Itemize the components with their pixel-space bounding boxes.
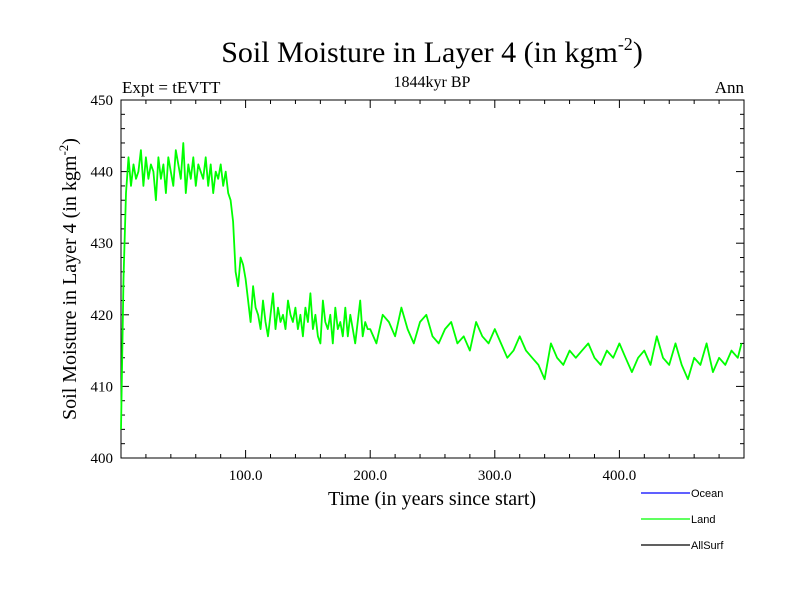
x-tick-label: 400.0 xyxy=(603,468,637,484)
legend-label-land: Land xyxy=(691,514,715,526)
chart-title: Soil Moisture in Layer 4 (in kgm-2) xyxy=(221,34,643,69)
axis-tick-labels: 400 410 420 430 440 450 100.0 200.0 300.0 400.0 xyxy=(91,93,637,484)
legend: Ocean Land AllSurf xyxy=(641,488,724,552)
plot-frame xyxy=(120,99,745,459)
y-tick-label: 400 xyxy=(91,451,114,467)
x-axis-label: Time (in years since start) xyxy=(328,488,536,510)
y-tick-label: 450 xyxy=(91,93,114,109)
y-axis-label: Soil Moisture in Layer 4 (in kgm-2) xyxy=(56,138,81,420)
legend-label-ocean: Ocean xyxy=(691,488,723,500)
y-tick-label: 440 xyxy=(91,165,114,181)
y-tick-label: 430 xyxy=(91,236,114,252)
subtitle-season: Ann xyxy=(715,78,745,97)
y-tick-label: 410 xyxy=(91,379,114,395)
legend-label-allsurf: AllSurf xyxy=(691,540,724,552)
subtitle-period: 1844kyr BP xyxy=(394,74,471,91)
series-layer xyxy=(120,142,743,430)
y-tick-label: 420 xyxy=(91,308,114,324)
x-tick-label: 300.0 xyxy=(478,468,512,484)
x-tick-label: 100.0 xyxy=(229,468,263,484)
axis-ticks xyxy=(121,99,744,459)
series-line-land xyxy=(120,142,743,430)
x-tick-label: 200.0 xyxy=(353,468,387,484)
subtitle-experiment: Expt = tEVTT xyxy=(122,78,221,97)
